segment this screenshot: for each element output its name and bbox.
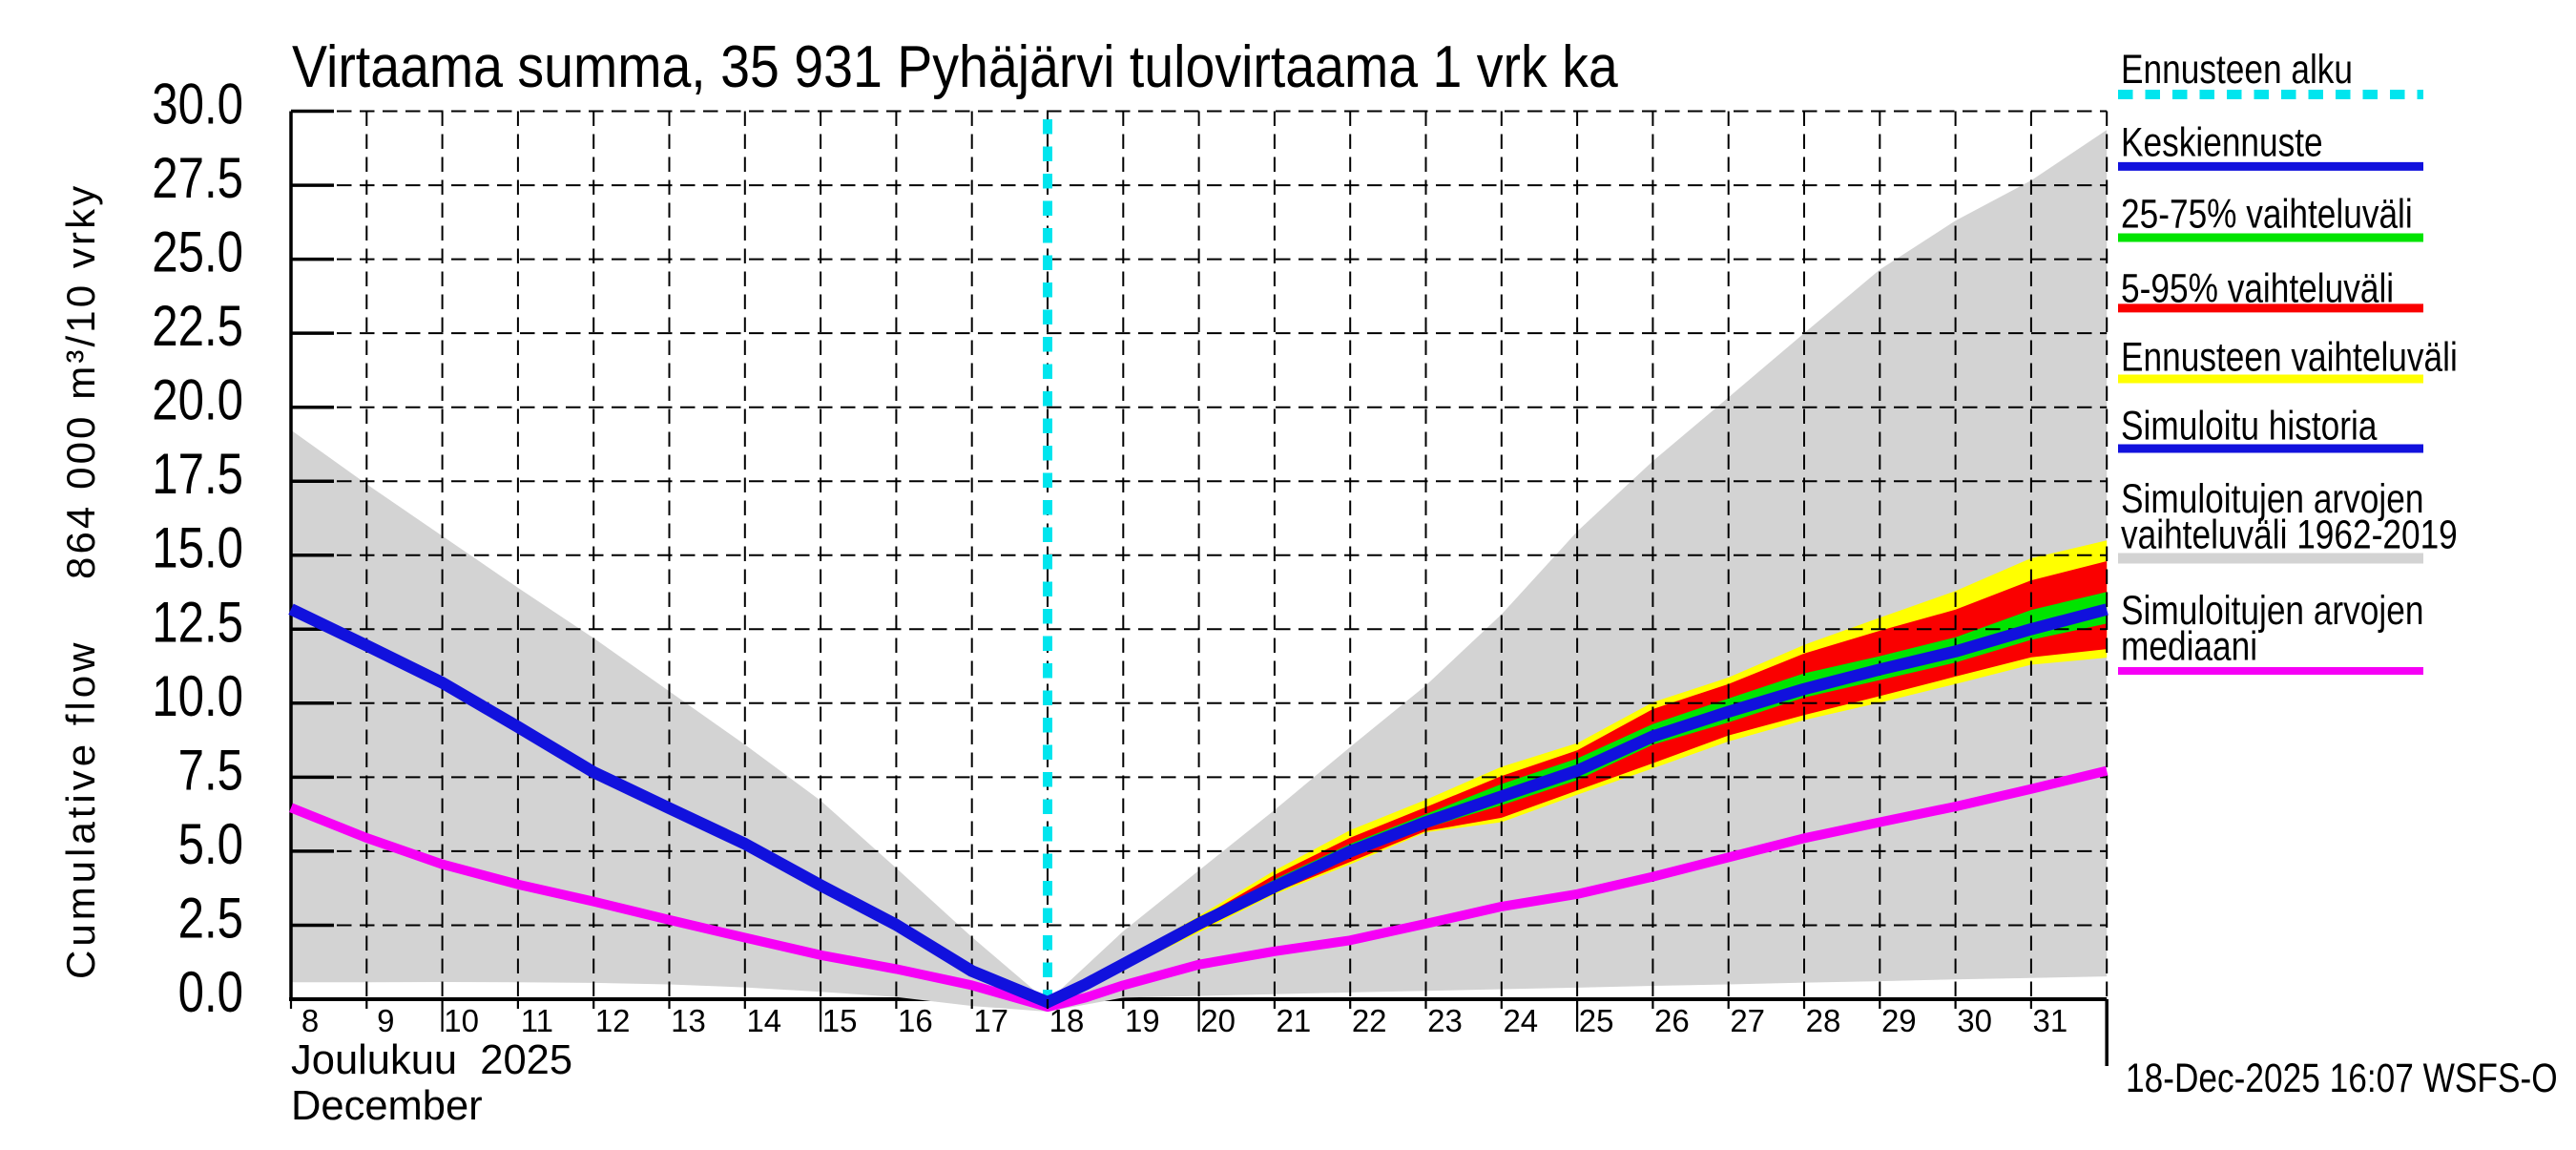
svg-text:15: 15 — [822, 1003, 858, 1038]
svg-text:12: 12 — [595, 1003, 631, 1038]
svg-text:15.0: 15.0 — [152, 515, 243, 580]
svg-text:Ennusteen alku: Ennusteen alku — [2121, 47, 2353, 93]
svg-text:10: 10 — [444, 1003, 479, 1038]
svg-text:30.0: 30.0 — [152, 72, 243, 136]
svg-text:mediaani: mediaani — [2121, 623, 2257, 669]
svg-text:20: 20 — [1200, 1003, 1236, 1038]
svg-text:30: 30 — [1957, 1003, 1992, 1038]
svg-text:18-Dec-2025 16:07 WSFS-O: 18-Dec-2025 16:07 WSFS-O — [2126, 1056, 2558, 1101]
svg-text:25-75% vaihteluväli: 25-75% vaihteluväli — [2121, 191, 2413, 237]
svg-text:Ennusteen vaihteluväli: Ennusteen vaihteluväli — [2121, 334, 2458, 380]
svg-text:23: 23 — [1427, 1003, 1463, 1038]
svg-text:31: 31 — [2033, 1003, 2068, 1038]
svg-text:28: 28 — [1806, 1003, 1841, 1038]
svg-text:17: 17 — [973, 1003, 1008, 1038]
svg-text:27: 27 — [1730, 1003, 1765, 1038]
svg-text:864 000 m³/10 vrky: 864 000 m³/10 vrky — [58, 183, 103, 579]
svg-text:0.0: 0.0 — [178, 959, 243, 1024]
svg-text:5.0: 5.0 — [178, 811, 243, 876]
svg-text:24: 24 — [1503, 1003, 1538, 1038]
svg-text:Simuloitu historia: Simuloitu historia — [2121, 403, 2378, 449]
svg-text:29: 29 — [1881, 1003, 1917, 1038]
svg-text:16: 16 — [898, 1003, 933, 1038]
svg-text:26: 26 — [1654, 1003, 1690, 1038]
svg-text:27.5: 27.5 — [152, 145, 243, 210]
svg-text:Joulukuu 2025: Joulukuu 2025 — [291, 1037, 572, 1083]
svg-text:21: 21 — [1277, 1003, 1312, 1038]
svg-text:Simuloitujen arvojen: Simuloitujen arvojen — [2121, 476, 2423, 522]
svg-text:7.5: 7.5 — [178, 738, 243, 803]
svg-text:December: December — [291, 1083, 483, 1129]
svg-text:Keskiennuste: Keskiennuste — [2121, 119, 2323, 165]
svg-text:14: 14 — [746, 1003, 781, 1038]
svg-text:20.0: 20.0 — [152, 367, 243, 432]
svg-text:12.5: 12.5 — [152, 590, 243, 655]
svg-text:22: 22 — [1352, 1003, 1387, 1038]
svg-text:2.5: 2.5 — [178, 886, 243, 951]
svg-text:5-95% vaihteluväli: 5-95% vaihteluväli — [2121, 265, 2394, 311]
svg-text:8: 8 — [301, 1003, 319, 1038]
svg-text:17.5: 17.5 — [152, 442, 243, 507]
svg-text:10.0: 10.0 — [152, 663, 243, 728]
svg-text:11: 11 — [521, 1003, 553, 1038]
svg-text:Simuloitujen arvojen: Simuloitujen arvojen — [2121, 588, 2423, 634]
svg-text:19: 19 — [1125, 1003, 1160, 1038]
svg-text:Virtaama summa, 35 931 Pyhäjär: Virtaama summa, 35 931 Pyhäjärvi tulovir… — [292, 34, 1618, 99]
svg-text:9: 9 — [377, 1003, 394, 1038]
svg-text:25.0: 25.0 — [152, 220, 243, 284]
svg-text:Cumulative flow: Cumulative flow — [58, 639, 103, 979]
svg-text:22.5: 22.5 — [152, 293, 243, 358]
svg-text:18: 18 — [1049, 1003, 1085, 1038]
svg-text:13: 13 — [671, 1003, 706, 1038]
svg-text:vaihteluväli 1962-2019: vaihteluväli 1962-2019 — [2121, 512, 2458, 557]
svg-text:25: 25 — [1579, 1003, 1614, 1038]
